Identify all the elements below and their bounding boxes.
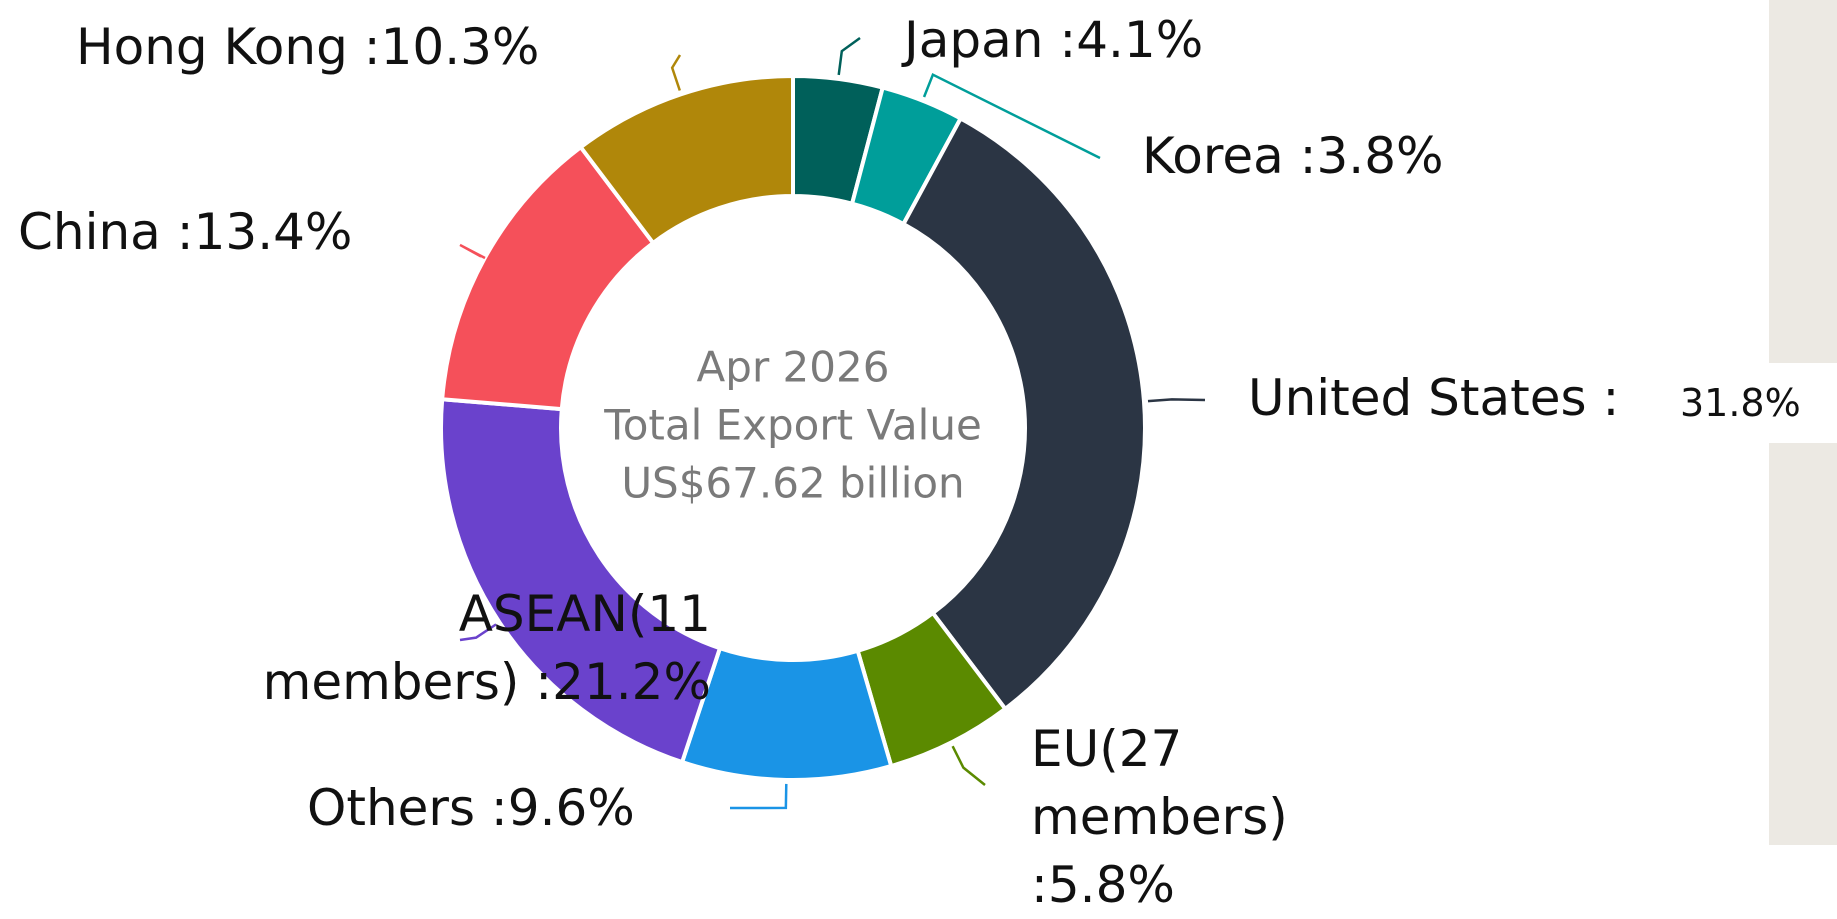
data-label: ASEAN(11 members) :21.2% bbox=[200, 580, 711, 716]
label-value: 9.6% bbox=[507, 779, 635, 837]
donut-segment bbox=[439, 397, 722, 765]
data-label: Japan :4.1% bbox=[904, 6, 1203, 74]
label-value: 13.4% bbox=[193, 203, 353, 261]
label-value: 10.3% bbox=[380, 18, 540, 76]
chart: Apr 2026 Total Export Value US$67.62 billi… bbox=[439, 36, 1206, 810]
leader-line bbox=[459, 243, 486, 260]
label-name: United States bbox=[1248, 369, 1587, 427]
label-name: Japan bbox=[904, 11, 1044, 69]
center-text: Apr 2026 bbox=[697, 343, 890, 392]
leader-line bbox=[837, 36, 861, 76]
data-label: Korea :3.8% bbox=[1142, 122, 1444, 190]
label-separator: : bbox=[475, 779, 508, 837]
leader-line bbox=[670, 54, 682, 91]
label-separator: : bbox=[347, 18, 381, 76]
center-text: Total Export Value bbox=[603, 401, 982, 450]
label-value: 21.2% bbox=[552, 653, 711, 711]
label-name: Hong Kong bbox=[76, 18, 348, 76]
label-name: ASEAN(11 members) bbox=[262, 585, 711, 711]
data-label: Hong Kong :10.3% bbox=[76, 13, 539, 81]
label-name: EU(27 members) bbox=[1031, 720, 1288, 846]
label-separator: : bbox=[1043, 11, 1077, 69]
data-label: Others :9.6% bbox=[307, 774, 635, 842]
label-separator: : bbox=[1031, 856, 1048, 914]
label-separator: : bbox=[160, 203, 194, 261]
donut-segment bbox=[578, 74, 795, 245]
leader-line bbox=[459, 623, 497, 642]
leader-line bbox=[1147, 398, 1206, 403]
value-label: 31.8% bbox=[1664, 363, 1837, 443]
data-label: United States : bbox=[1248, 364, 1619, 432]
center-text: US$67.62 billion bbox=[621, 459, 964, 508]
label-separator: : bbox=[1586, 369, 1620, 427]
data-label: China :13.4% bbox=[18, 198, 352, 266]
label-name: Others bbox=[307, 779, 476, 837]
data-label: EU(27 members) :5.8% bbox=[1031, 715, 1411, 919]
leader-line bbox=[951, 745, 986, 786]
label-value: 3.8% bbox=[1316, 127, 1444, 185]
donut-segment bbox=[901, 116, 1147, 711]
label-name: Korea bbox=[1142, 127, 1284, 185]
page: {"chart_data": {"type": "donut", "catego… bbox=[18, 0, 1837, 914]
leader-line bbox=[729, 783, 788, 810]
label-value: 4.1% bbox=[1076, 11, 1204, 69]
label-separator: : bbox=[1283, 127, 1317, 185]
leader-line bbox=[922, 72, 1101, 160]
label-name: China bbox=[18, 203, 161, 261]
label-value: 5.8% bbox=[1047, 856, 1175, 914]
label-separator: : bbox=[519, 653, 553, 711]
